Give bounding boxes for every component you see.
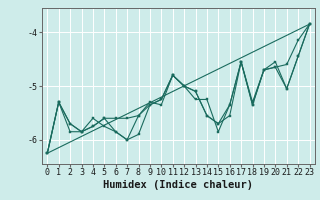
X-axis label: Humidex (Indice chaleur): Humidex (Indice chaleur) xyxy=(103,180,253,190)
